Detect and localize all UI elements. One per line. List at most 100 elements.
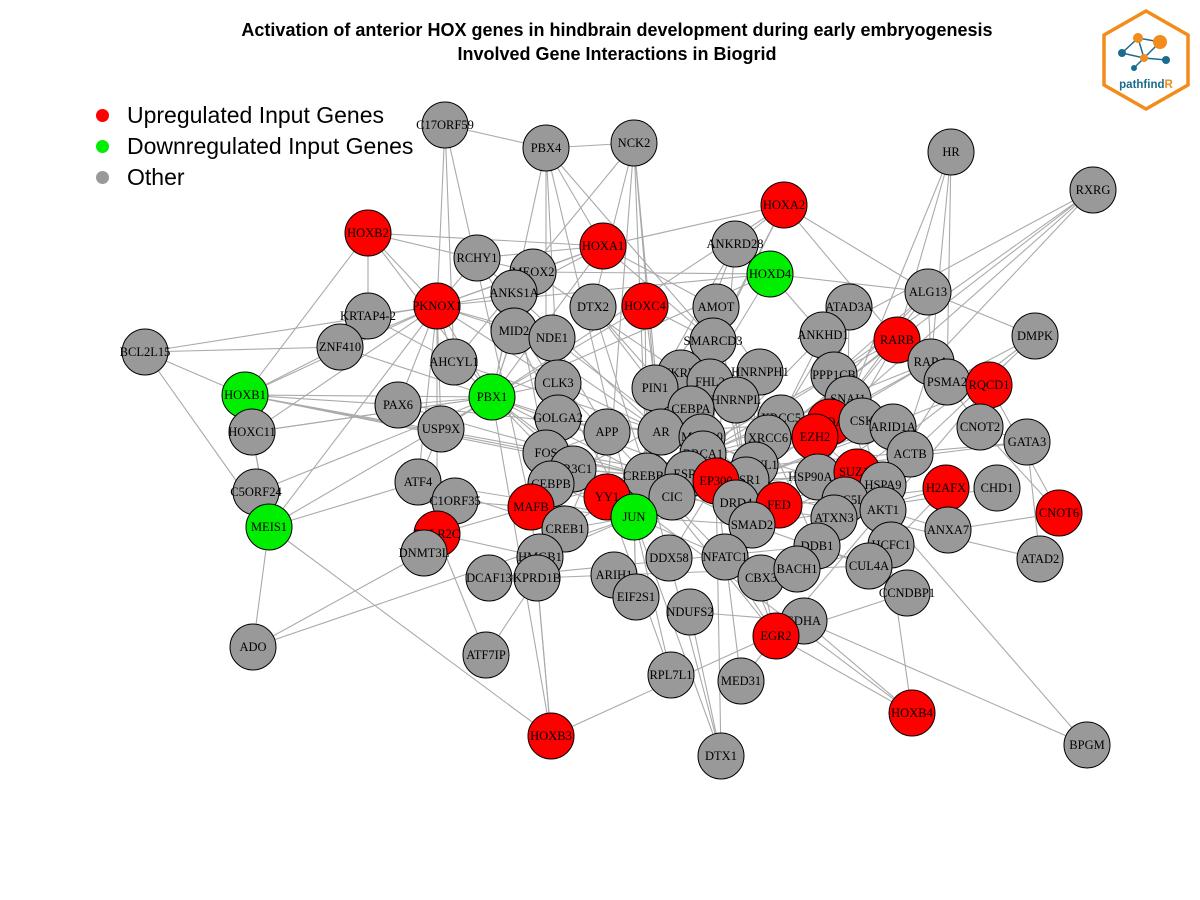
gene-node-label: HOXC4 <box>624 299 666 313</box>
gene-node-JUN: JUN <box>610 493 658 541</box>
gene-node-DTX1: DTX1 <box>697 732 745 780</box>
gene-node-DCAF13: DCAF13 <box>465 554 513 602</box>
edge-HOXB2-MEOX2 <box>367 232 534 273</box>
gene-node-NDUFS2: NDUFS2 <box>666 588 714 636</box>
gene-node-label: RCHY1 <box>457 251 498 265</box>
gene-node-circle <box>1016 535 1064 583</box>
legend-dot-other <box>96 171 109 184</box>
gene-node-label: HOXB4 <box>891 706 933 720</box>
gene-node-label: KRTAP4-2 <box>340 309 396 323</box>
gene-node-GOLGA2: GOLGA2 <box>533 394 583 442</box>
gene-node-circle <box>886 430 934 478</box>
gene-node-SMAD2: SMAD2 <box>728 501 776 549</box>
gene-node-label: CIC <box>662 490 683 504</box>
gene-node-label: CCNDBP1 <box>879 586 935 600</box>
gene-node-label: NFATC1 <box>703 550 748 564</box>
gene-node-label: HNRNPL <box>711 393 761 407</box>
gene-node-circle <box>245 503 293 551</box>
gene-node-label: CREB1 <box>546 522 585 536</box>
gene-node-circle <box>760 181 808 229</box>
edge-HOXD4-ALG13 <box>769 273 929 293</box>
gene-node-CNOT2: CNOT2 <box>956 403 1004 451</box>
legend-label-downregulated: Downregulated Input Genes <box>127 133 414 159</box>
edge-HOXA2-RARB <box>783 204 898 341</box>
gene-node-label: PBX4 <box>531 141 562 155</box>
legend-item-downregulated: Downregulated Input Genes <box>96 131 413 162</box>
gene-node-HOXD4: HOXD4 <box>746 250 794 298</box>
legend-item-other: Other <box>96 162 413 193</box>
gene-node-label: ATAD2 <box>1021 552 1060 566</box>
gene-node-CLK3: CLK3 <box>534 359 582 407</box>
gene-node-circle <box>1035 489 1083 537</box>
gene-node-circle <box>647 651 695 699</box>
hexagon-logo-icon: pathfindR <box>1102 8 1190 112</box>
gene-node-HOXC11: HOXC11 <box>228 408 276 456</box>
gene-node-label: ZNF410 <box>319 340 361 354</box>
gene-node-label: CHD1 <box>981 481 1014 495</box>
gene-node-circle <box>430 338 478 386</box>
gene-node-circle <box>956 403 1004 451</box>
gene-node-circle <box>413 282 461 330</box>
gene-node-label: HR <box>942 145 960 159</box>
gene-node-label: DTX2 <box>577 300 609 314</box>
gene-node-AMOT: AMOT <box>692 283 740 331</box>
gene-node-label: ANXA7 <box>927 523 969 537</box>
gene-node-circle <box>316 323 364 371</box>
gene-node-label: HOXA1 <box>582 239 624 253</box>
gene-node-label: RQCD1 <box>969 378 1010 392</box>
gene-node-circle <box>645 534 693 582</box>
gene-node-BCL2L15: BCL2L15 <box>120 328 170 376</box>
gene-node-label: FHL2 <box>695 375 725 389</box>
gene-node-label: AMOT <box>698 300 735 314</box>
gene-node-label: CUL4A <box>849 559 889 573</box>
gene-node-label: ATXN3 <box>814 511 854 525</box>
gene-node-PBX4: PBX4 <box>522 124 570 172</box>
gene-node-DNMT3L: DNMT3L <box>399 529 449 577</box>
gene-node-label: CNOT6 <box>1039 506 1079 520</box>
gene-node-label: EZH2 <box>800 430 831 444</box>
gene-node-circle <box>883 569 931 617</box>
edge-BPGM-AKT1 <box>882 509 1088 746</box>
gene-node-label: DMPK <box>1017 329 1053 343</box>
gene-node-circle <box>453 234 501 282</box>
edge-BPGM-SDHA <box>803 620 1088 746</box>
gene-node-AHCYL1: AHCYL1 <box>429 338 479 386</box>
gene-node-label: CBX3 <box>745 571 777 585</box>
gene-node-label: NDUFS2 <box>666 605 713 619</box>
edge-HOXB1-PAX6 <box>244 394 399 406</box>
gene-node-circle <box>583 408 631 456</box>
gene-node-label: ACTB <box>893 447 926 461</box>
gene-node-ALG13: ALG13 <box>904 268 952 316</box>
gene-node-DDX58: DDX58 <box>645 534 693 582</box>
gene-node-circle <box>697 732 745 780</box>
gene-node-circle <box>728 501 776 549</box>
gene-node-HR: HR <box>927 128 975 176</box>
gene-node-circle <box>610 119 658 167</box>
gene-node-PAX6: PAX6 <box>374 381 422 429</box>
gene-node-circle <box>666 588 714 636</box>
logo-text-pathfind: pathfind <box>1119 79 1164 91</box>
gene-node-label: ATF7IP <box>466 648 506 662</box>
gene-node-label: H2AFX <box>926 481 966 495</box>
gene-node-circle <box>711 220 759 268</box>
gene-node-label: FOS <box>535 446 558 460</box>
gene-node-label: EGR2 <box>760 629 791 643</box>
gene-node-label: CLK3 <box>542 376 573 390</box>
gene-node-AKT1: AKT1 <box>859 486 907 534</box>
edge-BCL2L15-ZNF410 <box>144 346 341 353</box>
gene-node-ANKRD28: ANKRD28 <box>707 220 763 268</box>
gene-node-label: HOXA2 <box>763 198 805 212</box>
gene-node-DMPK: DMPK <box>1011 312 1059 360</box>
gene-node-circle <box>465 554 513 602</box>
gene-node-circle <box>421 101 469 149</box>
gene-node-EGR2: EGR2 <box>752 612 800 660</box>
gene-node-H2AFX: H2AFX <box>922 464 970 512</box>
gene-node-ACTB: ACTB <box>886 430 934 478</box>
gene-node-label: DDX58 <box>649 551 689 565</box>
gene-node-circle <box>569 283 617 331</box>
legend-dot-downregulated <box>96 140 109 153</box>
gene-node-label: YY1 <box>595 490 619 504</box>
gene-node-BACH1: BACH1 <box>773 545 821 593</box>
gene-node-circle <box>610 493 658 541</box>
